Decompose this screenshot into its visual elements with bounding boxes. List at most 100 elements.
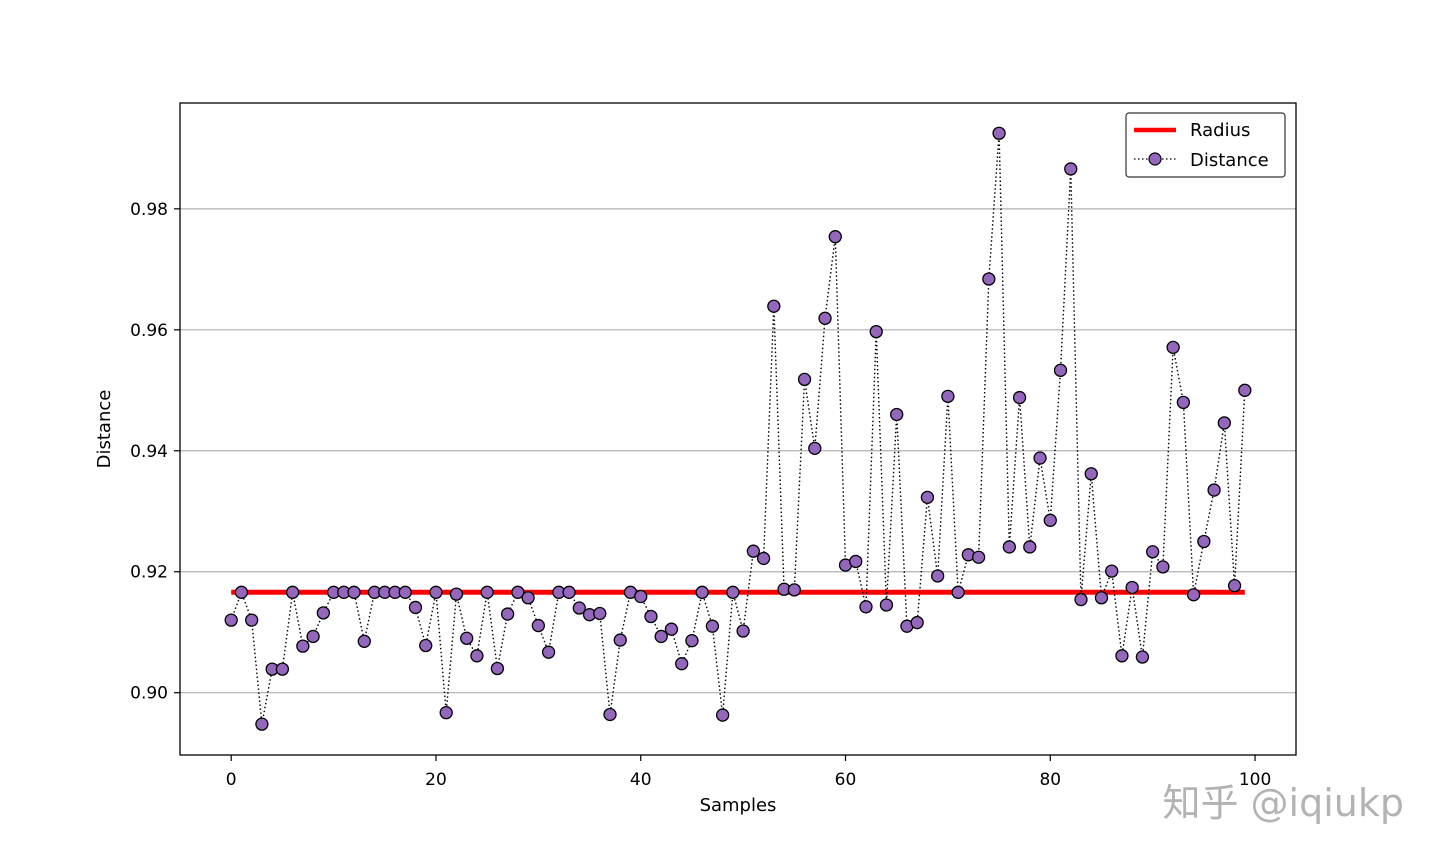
distance-point [1094, 591, 1109, 605]
distance-point [1064, 162, 1078, 176]
distance-point [245, 613, 259, 627]
distance-point [521, 591, 535, 605]
x-tick-label: 0 [226, 770, 237, 790]
y-tick-label: 0.90 [130, 684, 168, 704]
plot-frame [179, 102, 1297, 756]
distance-point [951, 585, 965, 599]
distance-point [439, 706, 453, 720]
legend: Radius Distance [1125, 112, 1286, 178]
y-tick-label: 0.92 [130, 563, 168, 583]
distance-point [306, 629, 320, 644]
x-tick-label: 80 [1039, 770, 1061, 790]
distance-point [982, 272, 996, 286]
distance-point [1176, 395, 1191, 410]
distance-point [1156, 560, 1170, 574]
distance-point [603, 707, 617, 722]
distance-point [726, 585, 740, 599]
y-tick-label: 0.96 [130, 321, 168, 341]
distance-point [1166, 340, 1180, 354]
distance-point [572, 601, 586, 615]
distance-point [941, 389, 955, 403]
distance-point [1135, 650, 1150, 664]
distance-point [316, 606, 330, 620]
distance-point [593, 606, 607, 621]
distance-point [1125, 580, 1139, 595]
distance-point [1146, 545, 1160, 559]
distance-point [1043, 513, 1057, 527]
distance-series [224, 126, 1252, 731]
distance-point [746, 544, 761, 558]
y-tick-label: 0.94 [130, 442, 168, 462]
distance-point [787, 583, 801, 597]
distance-point [736, 624, 750, 638]
watermark-text: 知乎 @iqiukp [1162, 781, 1404, 825]
distance-point [255, 717, 269, 731]
distance-point [849, 554, 863, 569]
distance-point [470, 649, 484, 663]
distance-point [613, 633, 627, 647]
distance-point [500, 607, 515, 621]
distance-point [818, 311, 832, 325]
distance-point [869, 324, 883, 339]
distance-point [664, 622, 679, 636]
distance-point [1023, 540, 1037, 554]
distance-point [808, 441, 822, 456]
legend-distance-label: Distance [1190, 150, 1269, 171]
legend-distance-marker [1148, 152, 1162, 166]
distance-point [1084, 467, 1098, 481]
x-axis-title: Samples [700, 795, 777, 816]
distance-point [511, 585, 525, 599]
distance-point [675, 657, 689, 671]
distance-point [1238, 383, 1252, 397]
distance-point [460, 631, 474, 645]
distance-point [859, 600, 873, 614]
y-axis-title: Distance [94, 390, 115, 469]
distance-point [1033, 451, 1047, 465]
distance-point [767, 299, 781, 313]
distance-point [449, 587, 464, 601]
distance-point [1207, 483, 1221, 497]
distance-point [879, 598, 894, 612]
x-tick-label: 40 [630, 770, 652, 790]
distance-point [756, 551, 771, 566]
distance-point [1002, 540, 1016, 554]
distance-point [429, 585, 443, 599]
distance-point [1217, 416, 1231, 430]
distance-point [644, 609, 658, 624]
distance-point [541, 645, 556, 659]
distance-point [1227, 578, 1242, 593]
distance-point [654, 629, 668, 644]
distance-point [705, 619, 720, 633]
distance-point [1115, 649, 1129, 663]
x-tick-label: 100 [1239, 770, 1271, 790]
distance-point [408, 600, 423, 615]
distance-point [1012, 390, 1027, 405]
distance-point [1074, 592, 1088, 607]
x-tick-label: 60 [835, 770, 857, 790]
distance-point [1186, 588, 1201, 602]
distance-point [695, 585, 709, 599]
distance-point [531, 618, 545, 633]
grid-lines [180, 208, 1296, 694]
legend-radius-label: Radius [1190, 120, 1250, 141]
distance-point [275, 662, 290, 676]
distance-point [931, 569, 945, 583]
distance-point [1105, 564, 1119, 578]
distance-point [480, 585, 494, 599]
y-axis-ticks: 0.90 0.92 0.94 0.96 0.98 [130, 200, 180, 704]
distance-point [419, 638, 433, 653]
distance-point [634, 589, 648, 604]
distance-point [992, 126, 1006, 140]
x-axis-ticks: 0 20 40 60 80 100 [226, 755, 1271, 790]
distance-point [828, 230, 842, 244]
distance-point [398, 585, 412, 599]
distance-point [1053, 363, 1068, 377]
distance-line [230, 133, 1246, 725]
distance-point [797, 372, 812, 387]
distance-point [890, 407, 904, 422]
distance-point [562, 585, 576, 599]
distance-point [296, 639, 310, 653]
distance-point [971, 550, 986, 564]
distance-point [357, 634, 371, 648]
